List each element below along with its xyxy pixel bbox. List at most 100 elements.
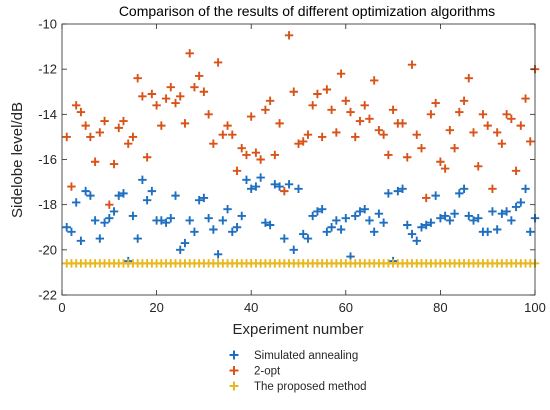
data-point [157, 121, 166, 130]
y-tick-label: -16 [38, 152, 57, 167]
data-point [426, 110, 436, 119]
data-point [95, 234, 105, 243]
data-point [142, 153, 152, 162]
data-point [166, 83, 175, 92]
data-point [251, 148, 261, 157]
data-point [105, 214, 114, 223]
data-point [303, 234, 313, 243]
data-point [95, 128, 105, 137]
data-point [384, 189, 393, 198]
data-point [289, 245, 298, 255]
data-point [190, 83, 199, 92]
legend-marker [229, 381, 239, 391]
data-point [242, 150, 251, 160]
data-point [185, 49, 194, 58]
data-point [190, 227, 199, 236]
data-point [294, 139, 303, 148]
data-point [152, 101, 161, 110]
data-point [166, 214, 175, 223]
data-point [455, 107, 464, 117]
data-point [261, 105, 270, 115]
data-point [521, 94, 530, 103]
data-point [199, 87, 209, 96]
data-point [313, 89, 322, 99]
data-point [365, 114, 374, 124]
data-point [232, 223, 242, 232]
data-point [76, 236, 86, 245]
data-point [417, 223, 426, 232]
data-point [275, 182, 284, 191]
data-point [469, 216, 478, 225]
x-axis: 0 20 40 60 80 100 [58, 24, 546, 315]
data-point [351, 132, 360, 142]
data-point [516, 198, 526, 207]
data-point [341, 96, 350, 105]
data-point [289, 87, 298, 96]
data-point [299, 137, 308, 146]
data-point [398, 119, 407, 128]
data-point [317, 132, 327, 142]
data-point [213, 58, 223, 67]
x-tick-label: 80 [433, 300, 447, 315]
data-point [336, 69, 346, 78]
data-point [119, 116, 128, 126]
data-point [336, 225, 346, 234]
legend-marker [229, 350, 239, 360]
data-point [194, 195, 204, 205]
data-point [247, 184, 256, 194]
data-point [67, 182, 76, 191]
data-point [459, 96, 469, 105]
x-tick-label: 60 [339, 300, 353, 315]
data-point [464, 211, 473, 221]
data-point [171, 98, 180, 108]
data-point [403, 153, 412, 162]
data-point [474, 214, 483, 223]
data-point [488, 184, 497, 194]
data-point [422, 193, 431, 203]
data-point [488, 207, 497, 216]
data-point [109, 159, 119, 169]
data-point [176, 245, 185, 255]
data-point [138, 92, 147, 101]
data-point [71, 198, 81, 207]
data-point [232, 166, 242, 175]
data-point [204, 110, 213, 119]
legend-label: The proposed method [254, 381, 367, 393]
x-tick-label: 20 [149, 300, 163, 315]
x-tick-label: 100 [524, 300, 546, 315]
series-0 [62, 173, 540, 266]
data-point [209, 139, 218, 148]
legend-item: Simulated annealing [229, 350, 358, 362]
data-point [128, 132, 138, 142]
data-point [180, 119, 190, 128]
data-point [431, 191, 440, 200]
data-point [237, 144, 246, 153]
data-point [114, 123, 123, 133]
legend-marker [229, 366, 239, 375]
data-point [256, 173, 265, 182]
data-point [507, 216, 516, 225]
data-point [440, 164, 450, 173]
x-tick-label: 40 [244, 300, 258, 315]
data-point [228, 130, 237, 139]
data-point [185, 216, 194, 225]
data-point [351, 211, 360, 221]
data-point [526, 137, 535, 146]
data-point [511, 166, 521, 175]
data-point [86, 132, 95, 142]
data-point [360, 101, 369, 110]
data-point [67, 227, 76, 236]
data-point [521, 184, 530, 194]
data-point [369, 76, 379, 85]
y-tick-label: -18 [38, 197, 57, 212]
data-point [275, 119, 284, 128]
data-point [379, 218, 388, 227]
data-point [384, 150, 393, 160]
series-2 [62, 259, 540, 268]
data-point [403, 220, 412, 230]
data-point [436, 157, 445, 166]
data-point [62, 223, 71, 232]
y-tick-label: -22 [38, 288, 57, 303]
data-point [407, 60, 417, 69]
data-point [194, 71, 204, 81]
